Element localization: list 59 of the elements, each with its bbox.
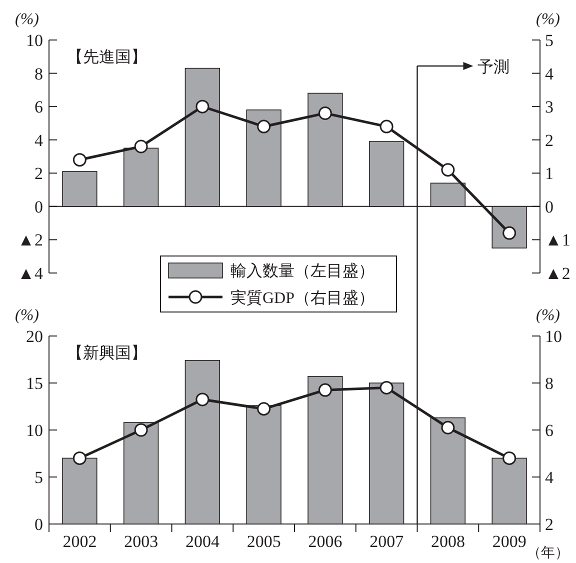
x-tick-label: 2003 <box>124 532 158 551</box>
y-axis-title: (%) <box>15 307 39 324</box>
y-tick-label: 15 <box>26 374 43 393</box>
y-tick-label: ▲4 <box>18 264 44 283</box>
y2-axis-title: (%) <box>536 11 560 28</box>
y-tick-label: 10 <box>26 31 43 50</box>
x-axis-title: （年） <box>527 545 569 561</box>
y2-tick-label: 4 <box>545 64 554 84</box>
point <box>380 120 394 134</box>
y2-axis-title: (%) <box>536 307 560 324</box>
point <box>257 120 271 134</box>
point <box>318 106 332 120</box>
y2-tick-label: 4 <box>545 468 554 487</box>
point <box>134 140 148 154</box>
x-tick-label: 2004 <box>185 532 220 551</box>
y2-tick-label: ▲2 <box>545 264 570 283</box>
y2-tick-label: 1 <box>545 164 554 184</box>
y-tick-label: 6 <box>34 98 43 117</box>
y-axis-title: (%) <box>15 11 39 28</box>
point <box>196 392 210 406</box>
y-tick-label: 20 <box>26 327 43 346</box>
x-tick-label: 2009 <box>492 532 526 551</box>
point <box>318 383 332 397</box>
y2-tick-label: 8 <box>545 374 554 393</box>
text: 【先進国】 <box>67 48 147 66</box>
y-tick-label: 5 <box>34 468 43 487</box>
x-tick-label: 2007 <box>370 532 404 551</box>
point <box>134 423 148 437</box>
y2-tick-label: 2 <box>545 515 554 534</box>
y2-tick-label: 5 <box>545 31 554 50</box>
y-tick-label: 0 <box>34 515 43 534</box>
x-tick-label: 2006 <box>308 532 342 551</box>
y-tick-label: 2 <box>34 164 43 184</box>
y2-tick-label: 10 <box>545 327 562 346</box>
legend-label: 輸入数量（左目盛） <box>230 262 374 280</box>
x-tick-label: 2008 <box>430 532 465 551</box>
point <box>72 153 86 167</box>
y-tick-label: 4 <box>34 130 44 150</box>
y2-tick-label: 6 <box>545 421 554 440</box>
y2-tick-label: ▲1 <box>545 230 570 250</box>
point <box>380 380 394 394</box>
x-tick-label: 2005 <box>246 532 281 551</box>
ref-line-label: 予測 <box>477 58 510 76</box>
x-tick-label: 2002 <box>62 532 97 551</box>
point <box>441 420 455 434</box>
point <box>257 402 271 416</box>
point <box>441 163 455 177</box>
y2-tick-label: 0 <box>545 197 554 216</box>
point <box>196 100 210 114</box>
y-tick-label: 0 <box>34 197 43 216</box>
y2-tick-label: 3 <box>545 98 554 117</box>
y2-tick-label: 2 <box>545 130 554 150</box>
y-tick-label: ▲2 <box>18 230 43 250</box>
y-tick-label: 10 <box>26 421 43 440</box>
point <box>72 451 86 465</box>
y-tick-label: 8 <box>34 64 43 84</box>
text: 【新興国】 <box>67 344 147 362</box>
legend-label: 実質GDP（右目盛） <box>230 289 375 307</box>
point <box>502 451 516 465</box>
